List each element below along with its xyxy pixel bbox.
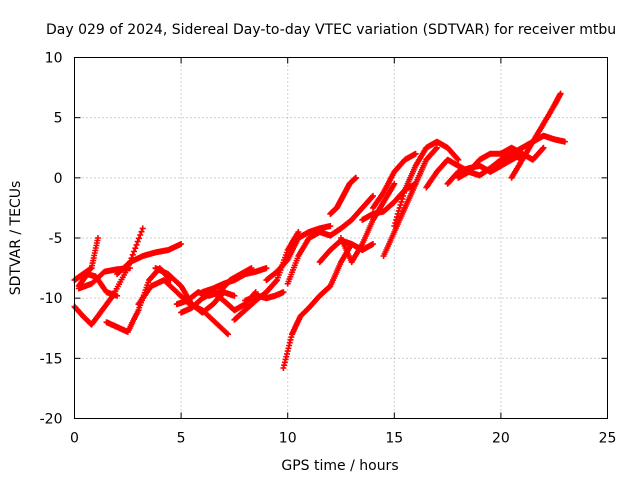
series-arc-11 xyxy=(199,265,270,296)
series-arc-15 xyxy=(280,241,355,371)
data-point-plus xyxy=(284,192,376,287)
y-tick-label: -20 xyxy=(40,412,63,428)
series-arc-13 xyxy=(242,289,287,304)
series-arc-14 xyxy=(263,223,334,284)
x-tick-label: 0 xyxy=(70,431,79,447)
data-point-plus xyxy=(508,90,564,181)
x-tick-label: 20 xyxy=(492,431,510,447)
y-tick-label: 0 xyxy=(54,171,63,187)
series-arc-06 xyxy=(114,241,185,278)
y-tick-label: 10 xyxy=(45,51,63,67)
series-arc-23 xyxy=(391,138,462,229)
chart-title: Day 029 of 2024, Sidereal Day-to-day VTE… xyxy=(46,22,616,38)
x-tick-label: 25 xyxy=(599,431,617,447)
series-arc-21 xyxy=(370,150,419,211)
axis-ticks xyxy=(74,57,608,419)
data-point-plus xyxy=(380,144,440,259)
series-arc-28 xyxy=(508,90,564,181)
data-point-plus xyxy=(114,241,185,278)
x-tick-label: 5 xyxy=(177,431,186,447)
y-tick-label: -5 xyxy=(49,231,63,247)
x-axis-label: GPS time / hours xyxy=(281,458,398,474)
data-points xyxy=(71,90,568,371)
data-point-plus xyxy=(327,174,359,217)
x-tick-label: 15 xyxy=(385,431,403,447)
data-point-plus xyxy=(199,265,270,296)
data-point-plus xyxy=(391,138,462,229)
y-axis-label: SDTVAR / TECUs xyxy=(8,181,24,296)
data-point-plus xyxy=(103,265,174,335)
series-arc-29 xyxy=(497,144,547,163)
data-point-plus xyxy=(370,150,419,211)
data-point-plus xyxy=(263,223,334,284)
series-arc-16 xyxy=(284,192,376,287)
series-arc-22 xyxy=(380,144,440,259)
x-tick-labels: 0 5 10 15 20 25 xyxy=(70,431,616,447)
grid-lines xyxy=(74,57,608,419)
data-point-plus xyxy=(242,289,287,304)
data-point-plus xyxy=(497,144,547,163)
y-tick-label: 5 xyxy=(54,111,63,127)
data-point-plus xyxy=(280,241,355,371)
y-tick-label: -10 xyxy=(40,291,63,307)
x-tick-label: 10 xyxy=(279,431,297,447)
series-arc-05 xyxy=(103,265,174,335)
series-arc-18 xyxy=(327,174,359,217)
y-tick-labels: -20 -15 -10 -5 0 5 10 xyxy=(40,51,63,428)
y-tick-label: -15 xyxy=(40,351,63,367)
